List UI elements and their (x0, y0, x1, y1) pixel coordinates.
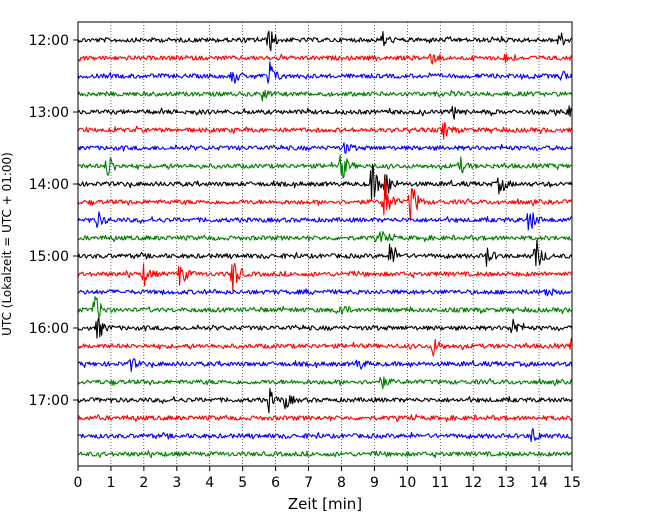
y-axis: 12:00 13:00 14:00 15:00 16:00 17:00 (29, 33, 78, 409)
trace-line (77, 413, 573, 423)
trace-line (77, 61, 573, 84)
plot-frame (77, 21, 573, 467)
x-tick-label: 8 (337, 475, 346, 491)
x-tick-label: 10 (398, 475, 416, 491)
y-tick-label: 15:00 (29, 249, 69, 265)
trace-line (77, 388, 573, 414)
x-tick-label: 12 (464, 475, 482, 491)
trace-line (77, 336, 573, 357)
x-axis-label: Zeit [min] (288, 495, 362, 513)
trace-line (77, 376, 573, 390)
x-tick-label: 2 (139, 475, 148, 491)
trace-group (77, 30, 573, 459)
trace-line (77, 142, 573, 154)
x-tick-label: 14 (530, 475, 548, 491)
trace-line (77, 89, 573, 102)
x-tick-label: 0 (74, 475, 83, 491)
x-tick-label: 7 (304, 475, 313, 491)
trace-line (77, 121, 573, 140)
trace-line (77, 211, 573, 231)
trace-line (77, 450, 573, 459)
trace-line (77, 163, 573, 200)
trace-line (77, 179, 573, 221)
trace-line (77, 105, 573, 120)
y-tick-label: 17:00 (29, 393, 69, 409)
trace-line (77, 30, 573, 52)
x-tick-label: 13 (497, 475, 515, 491)
trace-line (77, 154, 573, 179)
y-tick-label: 14:00 (29, 177, 69, 193)
y-tick-label: 12:00 (29, 33, 69, 49)
trace-line (77, 53, 573, 65)
trace-line (77, 231, 572, 243)
trace-line (77, 288, 573, 297)
trace-line (77, 428, 573, 443)
x-tick-label: 11 (431, 475, 449, 491)
vertical-grid (110, 22, 540, 466)
x-tick-label: 5 (238, 475, 247, 491)
y-tick-label: 13:00 (29, 105, 69, 121)
y-axis-label: UTC (Lokalzeit = UTC + 01:00) (0, 152, 14, 336)
x-tick-label: 6 (271, 475, 280, 491)
trace-line (77, 358, 573, 373)
trace-line (77, 262, 573, 292)
x-tick-label: 1 (106, 475, 115, 491)
x-tick-label: 15 (563, 475, 581, 491)
trace-line (77, 239, 573, 267)
trace-line (77, 296, 573, 318)
x-tick-label: 9 (370, 475, 379, 491)
x-tick-label: 3 (172, 475, 181, 491)
x-axis: 0 1 2 3 4 5 6 7 8 9 10 11 12 13 14 15 (74, 466, 581, 491)
x-tick-label: 4 (205, 475, 214, 491)
y-tick-label: 16:00 (29, 321, 69, 337)
trace-line (77, 316, 573, 339)
